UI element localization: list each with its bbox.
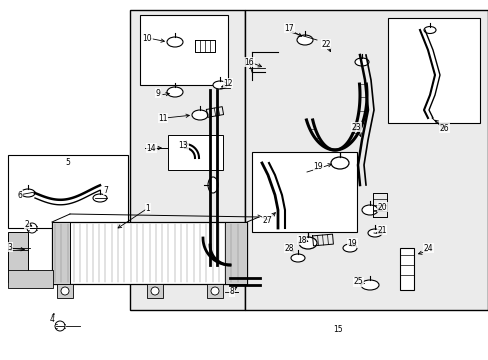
Text: 26: 26 <box>438 123 448 132</box>
Text: 28: 28 <box>284 243 293 252</box>
Text: 19: 19 <box>312 162 322 171</box>
Bar <box>52 222 246 284</box>
Text: 15: 15 <box>332 325 342 334</box>
Text: 7: 7 <box>103 185 108 194</box>
Ellipse shape <box>207 177 218 193</box>
Bar <box>52 222 70 284</box>
Ellipse shape <box>192 110 207 120</box>
Ellipse shape <box>361 205 377 215</box>
Bar <box>168 135 223 170</box>
Text: 9: 9 <box>155 89 160 98</box>
Text: 14: 14 <box>146 144 156 153</box>
Bar <box>130 10 244 310</box>
Text: 11: 11 <box>158 113 167 122</box>
Text: 17: 17 <box>284 23 293 32</box>
Text: 5: 5 <box>65 158 70 166</box>
Ellipse shape <box>354 58 368 66</box>
Ellipse shape <box>290 254 305 262</box>
Text: 16: 16 <box>244 58 253 67</box>
Bar <box>147 284 163 298</box>
Text: 23: 23 <box>350 122 360 131</box>
Circle shape <box>61 287 69 295</box>
Text: 12: 12 <box>223 78 232 87</box>
Text: 20: 20 <box>376 202 386 212</box>
Bar <box>387 18 479 123</box>
Circle shape <box>27 223 37 233</box>
Circle shape <box>151 287 159 295</box>
Text: 4: 4 <box>49 315 54 324</box>
Bar <box>8 270 53 288</box>
Text: 19: 19 <box>346 239 356 248</box>
Ellipse shape <box>423 27 435 33</box>
Text: 13: 13 <box>178 140 187 149</box>
Ellipse shape <box>213 81 226 89</box>
Text: 2: 2 <box>24 220 29 229</box>
Ellipse shape <box>93 194 107 202</box>
Text: 25: 25 <box>352 278 362 287</box>
Text: 8: 8 <box>229 288 234 297</box>
Ellipse shape <box>342 244 356 252</box>
Ellipse shape <box>298 237 316 249</box>
Text: 27: 27 <box>262 216 271 225</box>
Text: 18: 18 <box>297 235 306 244</box>
Bar <box>244 10 487 310</box>
Text: 22: 22 <box>321 40 330 49</box>
Ellipse shape <box>367 229 381 237</box>
Ellipse shape <box>296 35 312 45</box>
Circle shape <box>210 287 219 295</box>
Ellipse shape <box>167 37 183 47</box>
Circle shape <box>55 321 65 331</box>
Text: 21: 21 <box>376 225 386 234</box>
Bar <box>206 284 223 298</box>
Bar <box>399 248 413 290</box>
Ellipse shape <box>330 157 348 169</box>
Ellipse shape <box>21 189 35 197</box>
Text: 3: 3 <box>7 243 12 252</box>
Text: 1: 1 <box>145 203 150 212</box>
Text: 24: 24 <box>422 243 432 252</box>
Ellipse shape <box>167 87 183 97</box>
Bar <box>251 152 356 232</box>
Ellipse shape <box>360 280 378 290</box>
Text: 10: 10 <box>142 33 151 42</box>
Bar <box>140 15 227 85</box>
Text: 6: 6 <box>18 190 22 199</box>
Bar <box>224 222 246 284</box>
Bar <box>57 284 73 298</box>
Bar <box>8 155 128 228</box>
Bar <box>8 232 28 282</box>
